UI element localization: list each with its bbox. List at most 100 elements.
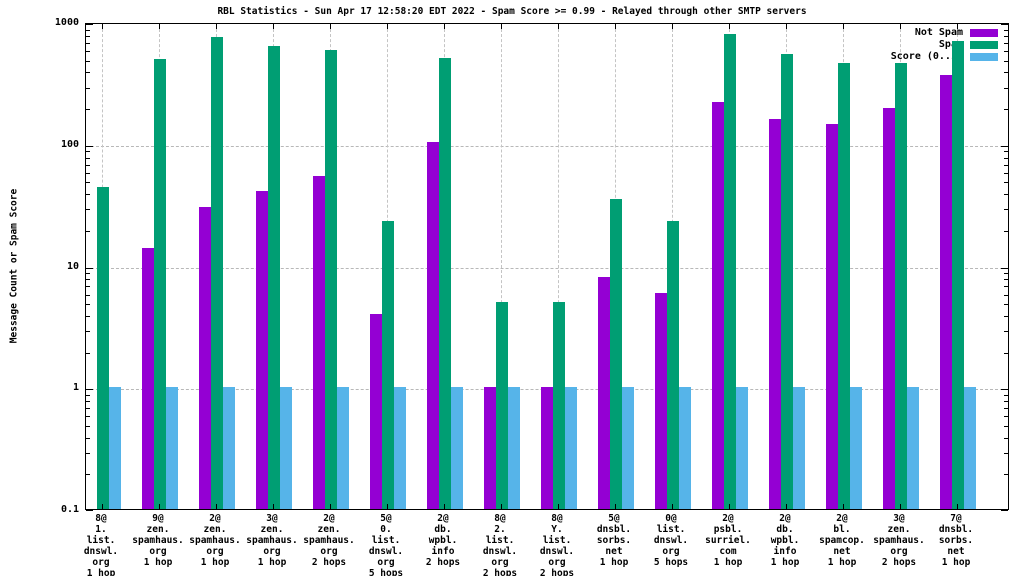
x-tick-mark (957, 24, 958, 29)
y-tick-mark (1004, 425, 1008, 427)
y-tick-label: 10 (66, 260, 79, 272)
y-axis-title: Message Count or Spam Score (8, 188, 20, 344)
y-tick-mark (86, 286, 90, 288)
y-tick-mark (1004, 352, 1008, 354)
bar-score-0-1- (337, 387, 349, 509)
bar-spam (553, 302, 565, 509)
bar-score-0-1- (280, 387, 292, 509)
bar-score-0-1- (508, 387, 520, 509)
y-tick-mark (86, 51, 90, 52)
bar-not-spam (427, 141, 439, 509)
bar-not-spam (655, 292, 667, 509)
bar-not-spam (313, 176, 325, 509)
x-label: 0@ list. dnswl. org 5 hops (653, 513, 689, 568)
x-tick-mark (387, 504, 388, 509)
bar-spam (211, 37, 223, 509)
v-gridline (501, 24, 502, 509)
x-label: 2@ db. wpbl. info 2 hops (425, 513, 461, 568)
bar-score-0-1- (622, 387, 634, 509)
x-label: 5@ dnsbl. sorbs. net 1 hop (596, 513, 632, 568)
bar-spam (268, 45, 280, 509)
y-tick-mark (86, 145, 93, 147)
y-tick-mark (86, 389, 93, 391)
y-tick-mark (1004, 230, 1008, 232)
y-tick-mark (86, 267, 93, 269)
x-label: 8@ 1. list. dnswl. org 1 hop (83, 513, 119, 576)
y-tick-label: 1 (72, 382, 79, 394)
x-label: 2@ zen. spamhaus. org 1 hop (189, 513, 241, 568)
y-tick-mark (86, 294, 90, 296)
y-tick-mark (1004, 29, 1008, 31)
y-tick-mark (86, 42, 90, 44)
x-tick-mark (159, 504, 160, 509)
bar-score-0-1- (109, 387, 121, 509)
y-tick-mark (86, 109, 90, 111)
y-tick-mark (1004, 286, 1008, 288)
bar-not-spam (199, 207, 211, 509)
y-tick-mark (1004, 42, 1008, 44)
bar-spam (382, 221, 394, 509)
bar-not-spam (940, 75, 952, 509)
x-tick-mark (900, 24, 901, 29)
bar-spam (724, 33, 736, 509)
y-tick-mark (1004, 72, 1008, 74)
y-tick-mark (1004, 109, 1008, 111)
y-tick-label: 100 (60, 138, 79, 150)
bar-spam (838, 63, 850, 509)
bar-score-0-1- (964, 387, 976, 509)
y-tick-mark (1004, 401, 1008, 403)
x-tick-mark (273, 24, 274, 29)
x-tick-mark (900, 504, 901, 509)
y-tick-mark (86, 315, 90, 317)
y-tick-mark (86, 425, 90, 427)
bar-not-spam (142, 247, 154, 509)
y-tick-mark (86, 474, 90, 476)
y-tick-mark (86, 452, 90, 454)
x-tick-mark (444, 504, 445, 509)
y-tick-mark (86, 87, 90, 89)
y-tick-mark (86, 24, 93, 25)
bar-not-spam (256, 190, 268, 509)
x-label: 8@ 2. list. dnswl. org 2 hops (482, 513, 518, 576)
y-tick-mark (1004, 452, 1008, 454)
y-tick-mark (86, 437, 90, 439)
y-tick-mark (86, 72, 90, 74)
legend-swatch-score (970, 53, 998, 61)
x-label: 2@ db. wpbl. info 1 hop (770, 513, 800, 568)
y-tick-mark (86, 35, 90, 37)
y-tick-mark (1004, 394, 1008, 396)
y-tick-mark (1004, 157, 1008, 159)
bar-spam (610, 199, 622, 509)
x-label: 7@ dnsbl. sorbs. net 1 hop (938, 513, 974, 568)
x-tick-mark (216, 24, 217, 29)
bar-score-0-1- (907, 387, 919, 509)
y-tick-mark (86, 352, 90, 354)
y-tick-mark (1004, 87, 1008, 89)
y-tick-mark (86, 273, 90, 275)
y-tick-mark (86, 230, 90, 232)
x-tick-mark (672, 504, 673, 509)
x-tick-mark (615, 504, 616, 509)
x-label: 3@ zen. spamhaus. org 2 hops (873, 513, 925, 568)
bar-not-spam (826, 124, 838, 509)
x-tick-mark (558, 24, 559, 29)
legend-row-score: Score (0..1) (891, 51, 998, 63)
x-tick-mark (102, 504, 103, 509)
y-tick-mark (1004, 474, 1008, 476)
y-tick-mark (1001, 510, 1008, 511)
y-tick-mark (86, 331, 90, 333)
bar-not-spam (712, 102, 724, 509)
chart-title: RBL Statistics - Sun Apr 17 12:58:20 EDT… (217, 6, 807, 17)
y-tick-mark (86, 279, 90, 281)
bar-score-0-1- (565, 387, 577, 509)
bar-score-0-1- (679, 387, 691, 509)
bar-not-spam (541, 387, 553, 509)
x-tick-mark (786, 24, 787, 29)
x-tick-mark (159, 24, 160, 29)
bar-score-0-1- (451, 387, 463, 509)
bar-score-0-1- (166, 387, 178, 509)
y-tick-mark (86, 416, 90, 418)
y-tick-mark (1004, 416, 1008, 418)
x-tick-mark (444, 24, 445, 29)
